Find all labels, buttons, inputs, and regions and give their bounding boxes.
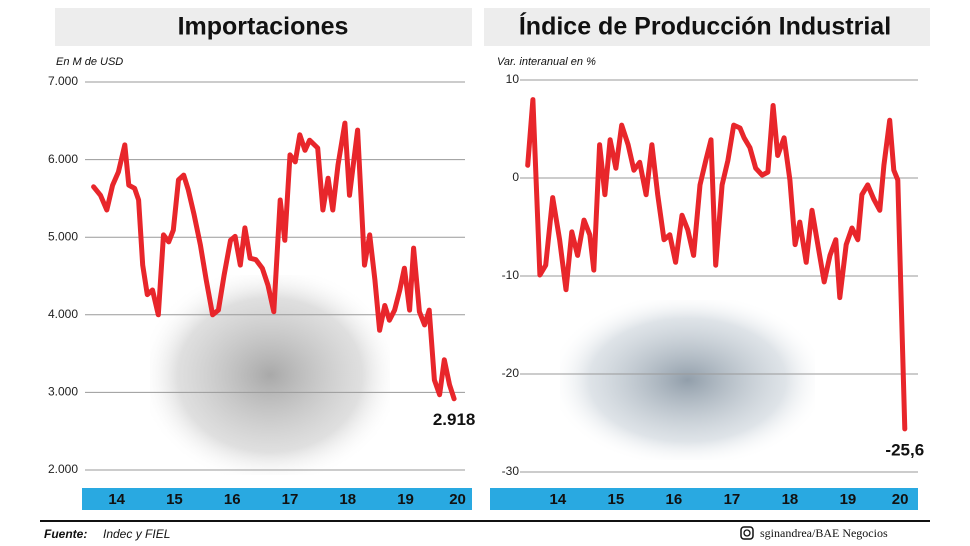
chart-title: Importaciones — [178, 13, 349, 41]
y-tick-label: 6.000 — [48, 152, 78, 166]
y-tick-label: 4.000 — [48, 307, 78, 321]
x-tick-label: 19 — [840, 491, 857, 508]
value-label: -25,6 — [885, 440, 924, 459]
x-tick-label: 18 — [339, 491, 356, 508]
x-tick-label: 18 — [782, 491, 799, 508]
x-tick-label: 20 — [449, 491, 466, 508]
x-axis-band — [82, 488, 472, 510]
instagram-icon — [740, 526, 754, 540]
y-tick-label: 0 — [512, 170, 519, 184]
line — [91, 120, 457, 402]
x-axis-band — [490, 488, 918, 510]
y-tick-label: 3.000 — [48, 385, 78, 399]
x-tick-label: 15 — [608, 491, 625, 508]
chart-title: Índice de Producción Industrial — [519, 12, 891, 41]
value-label: 2.918 — [433, 410, 476, 429]
x-tick-label: 17 — [282, 491, 299, 508]
y-tick-label: -10 — [502, 268, 520, 282]
x-tick-label: 19 — [397, 491, 414, 508]
y-axis-unit: Var. interanual en % — [497, 56, 596, 68]
x-tick-label: 17 — [724, 491, 741, 508]
x-tick-label: 20 — [892, 491, 909, 508]
title-band — [484, 8, 930, 46]
y-tick-label: 7.000 — [48, 74, 78, 88]
source: Indec y FIEL — [103, 527, 170, 541]
instagram-icon — [743, 529, 751, 537]
y-axis-unit: En M de USD — [56, 56, 123, 68]
x-tick-label: 14 — [550, 491, 567, 508]
photo-containers — [150, 275, 390, 475]
x-tick-label: 16 — [666, 491, 683, 508]
title-band — [55, 8, 472, 46]
credit: sginandrea/BAE Negocios — [760, 526, 888, 540]
y-tick-label: -30 — [502, 464, 520, 478]
y-tick-label: 5.000 — [48, 229, 78, 243]
source-label: Fuente: — [44, 527, 87, 541]
y-tick-label: 10 — [506, 72, 520, 86]
x-tick-label: 15 — [166, 491, 183, 508]
x-tick-label: 14 — [108, 491, 125, 508]
photo-factory — [560, 300, 815, 460]
y-tick-label: 2.000 — [48, 462, 78, 476]
x-tick-label: 16 — [224, 491, 241, 508]
y-tick-label: -20 — [502, 366, 520, 380]
line — [525, 97, 908, 432]
